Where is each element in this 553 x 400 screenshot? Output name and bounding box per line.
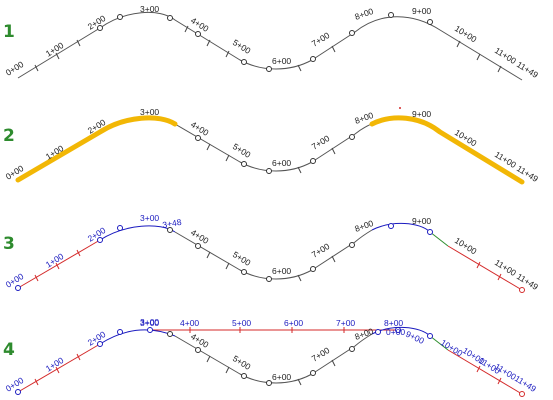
step-3-station-label: 11+49: [515, 271, 540, 292]
step-1-station-label: 11+49: [515, 59, 540, 80]
step-2-panel: 2 0+00 1+00 2+00 3+00 4+00 5+00 6+00 7+0…: [3, 107, 540, 185]
step-3-station-label: 8+00: [353, 218, 375, 234]
step-4-new-station-label: 11+00: [477, 355, 502, 376]
step-2-station-label: 7+00: [310, 133, 332, 152]
step-3-tangent-left: [17, 239, 101, 289]
step-3-station-label: 2+00: [86, 225, 108, 244]
step-4-new-station-label: 6+00: [284, 318, 303, 328]
step-3-station-label: 3+48: [162, 217, 183, 230]
step-4-new-station-label: 3+00: [140, 318, 159, 328]
step-3-panel: 3: [3, 213, 540, 293]
step-4-station-label: 7+00: [310, 345, 332, 364]
step-3-station-label: 5+00: [231, 249, 253, 268]
step-3-station-label: 7+00: [310, 241, 332, 260]
step-2-red-dot: [399, 107, 401, 109]
step-1-station-label: 11+00: [493, 45, 518, 66]
step-1-alignment: [17, 11, 523, 81]
step-3-station-label: 4+00: [189, 227, 211, 246]
step-2-highlight-left: [15, 115, 178, 183]
step-1-station-label: 10+00: [453, 23, 479, 44]
step-3-station-label: 3+00: [140, 213, 159, 223]
step-4-number: 4: [3, 340, 15, 360]
step-4-station-label: 5+00: [231, 353, 253, 372]
step-1-pi-markers: [97, 12, 433, 72]
step-4-new-station-label: 8+00: [384, 318, 403, 328]
step-3-ticks: [34, 249, 502, 282]
step-2-station-label: 9+00: [412, 109, 431, 119]
step-3-number: 3: [3, 234, 15, 254]
step-1-station-label: 3+00: [140, 4, 159, 14]
step-1-station-label: 2+00: [86, 13, 108, 32]
step-2-highlight-right: [369, 115, 525, 185]
step-1-station-label: 5+00: [231, 37, 253, 56]
step-4-station-label: 4+00: [189, 331, 211, 350]
step-4-new-station-label: 0+00: [386, 327, 405, 337]
step-1-ticks: [34, 25, 502, 73]
step-4-station-label: 6+00: [272, 372, 291, 382]
step-4-ticks: [34, 327, 502, 386]
step-3-station-label: 6+00: [272, 266, 291, 276]
step-1-station-label: 6+00: [272, 56, 291, 66]
step-2-station-label: 4+00: [189, 119, 211, 138]
step-1-station-label: 9+00: [412, 6, 431, 16]
step-4-station-label: 10+00: [439, 337, 465, 358]
step-2-station-label: 5+00: [231, 141, 253, 160]
step-2-pi-markers: [195, 134, 355, 174]
step-2-station-label: 6+00: [272, 158, 291, 168]
step-3-station-label: 9+00: [412, 216, 431, 226]
step-4-new-station-label: 7+00: [336, 318, 355, 328]
step-3-station-label: 10+00: [453, 235, 479, 256]
step-4-spiral-right: [429, 335, 449, 351]
step-4-curve-left: [99, 329, 176, 345]
step-3-station-label: 0+00: [4, 271, 26, 290]
step-4-tangent-right: [447, 349, 523, 395]
step-4-pi-markers: [15, 327, 525, 397]
step-4-new-station-label: 5+00: [232, 318, 251, 328]
step-1-station-label: 7+00: [310, 30, 332, 49]
step-3-spiral-right: [429, 231, 449, 247]
step-4-tangent-left: [17, 343, 101, 393]
step-4-new-station-label: 4+00: [180, 318, 199, 328]
step-4-station-label: 0+00: [4, 375, 26, 394]
step-4-panel: 4: [3, 317, 538, 397]
step-1-number: 1: [3, 22, 15, 42]
step-2-ticks: [206, 143, 336, 174]
step-3-pi-markers: [15, 223, 525, 293]
step-4-station-label: 2+00: [86, 329, 108, 348]
step-2-number: 2: [3, 126, 15, 146]
step-1-station-label: 8+00: [353, 6, 375, 22]
step-1-panel: 1 0+00 1+00: [3, 4, 540, 81]
step-3-curve-right: [371, 222, 431, 233]
step-4-station-label: 3+00: [140, 317, 159, 327]
step-3-tangent-right: [447, 245, 523, 291]
step-2-station-label: 3+00: [140, 107, 159, 117]
